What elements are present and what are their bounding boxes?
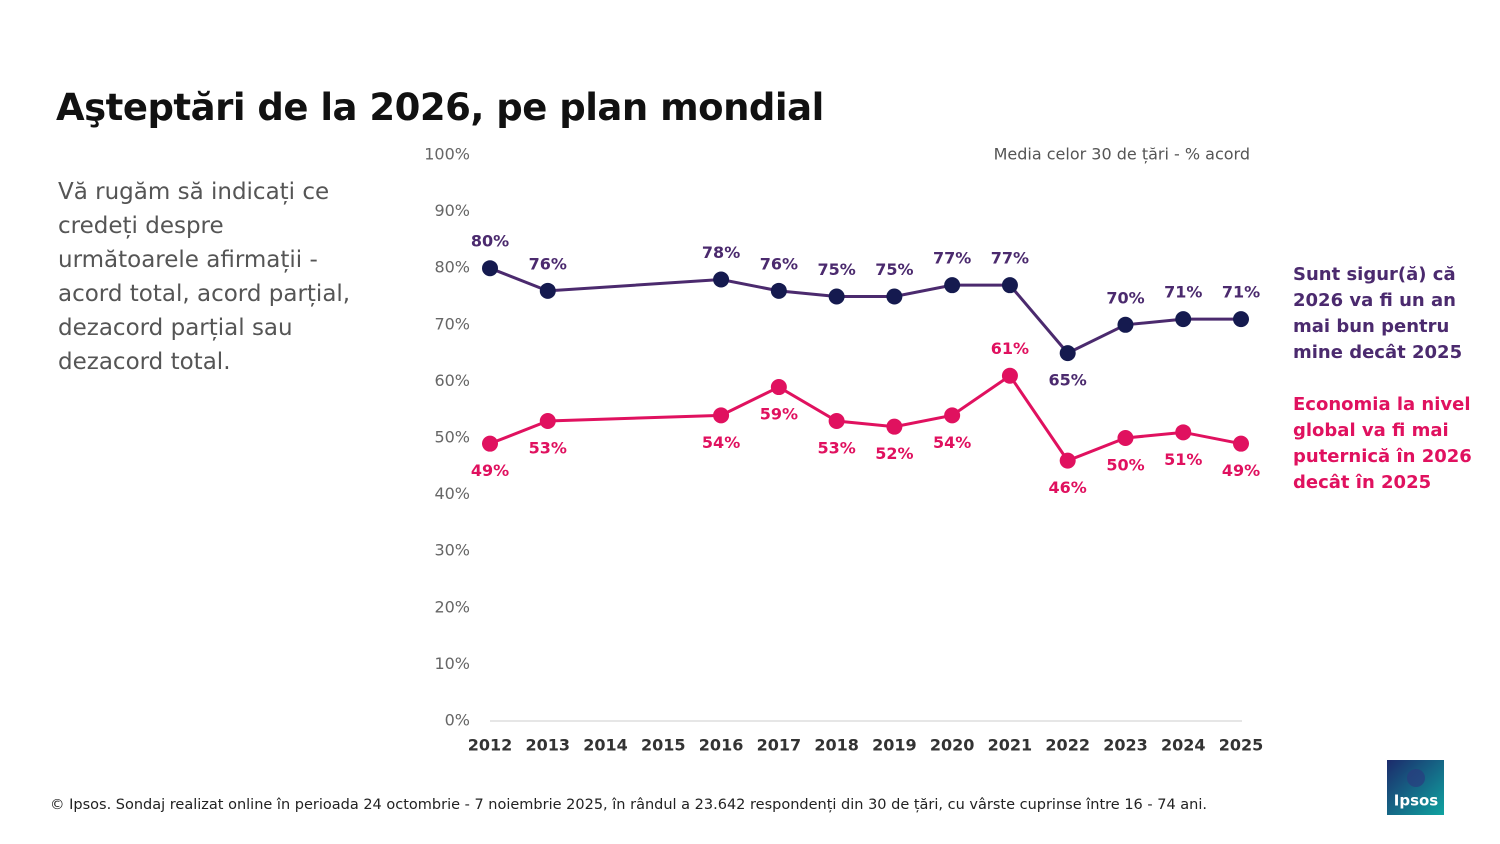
data-label: 71%	[1164, 283, 1202, 302]
marker	[1059, 345, 1076, 362]
marker	[1175, 424, 1192, 441]
x-tick-label: 2012	[468, 736, 513, 755]
marker	[828, 288, 845, 305]
marker	[1001, 367, 1018, 384]
data-label: 52%	[875, 444, 913, 463]
marker	[482, 435, 498, 452]
marker	[539, 413, 556, 430]
y-tick-label: 80%	[434, 258, 470, 277]
marker	[944, 277, 961, 294]
data-label: 50%	[1106, 456, 1144, 475]
marker	[482, 260, 498, 277]
data-label: 76%	[760, 254, 798, 273]
marker	[770, 379, 787, 396]
x-tick-label: 2024	[1161, 736, 1206, 755]
x-tick-label: 2017	[757, 736, 802, 755]
logo-icon	[1407, 769, 1425, 787]
marker	[1117, 430, 1134, 446]
footer: © Ipsos. Sondaj realizat online în perio…	[50, 797, 1207, 813]
data-label: 53%	[817, 439, 855, 458]
marker	[539, 282, 556, 299]
x-tick-label: 2021	[988, 736, 1033, 755]
marker	[944, 407, 961, 424]
data-label: 78%	[702, 243, 740, 262]
x-tick-label: 2018	[814, 736, 859, 755]
y-tick-label: 30%	[434, 541, 470, 560]
data-label: 46%	[1049, 478, 1087, 497]
x-tick-label: 2020	[930, 736, 975, 755]
x-tick-label: 2023	[1103, 736, 1148, 755]
data-label: 51%	[1164, 450, 1202, 469]
marker	[828, 413, 845, 430]
question: Vă rugăm să indicați ce credeți despre u…	[58, 179, 351, 375]
marker	[886, 418, 903, 435]
x-tick-label: 2019	[872, 736, 917, 755]
marker	[770, 282, 787, 299]
data-label: 53%	[529, 439, 567, 458]
data-label: 54%	[702, 433, 740, 452]
data-label: 77%	[933, 249, 971, 268]
y-tick-label: 70%	[434, 314, 470, 333]
x-tick-label: 2014	[583, 736, 628, 755]
marker	[1175, 311, 1192, 328]
marker	[713, 271, 730, 288]
y-tick-label: 40%	[434, 484, 470, 503]
data-label: 76%	[529, 254, 567, 273]
data-label: 77%	[991, 249, 1029, 268]
x-tick-label: 2013	[526, 736, 571, 755]
marker	[1117, 316, 1134, 333]
line	[489, 266, 1241, 355]
x-tick-label: 2016	[699, 736, 744, 755]
y-tick-label: 60%	[434, 371, 470, 390]
y-tick-label: 90%	[434, 201, 470, 220]
data-label: 54%	[933, 433, 971, 452]
x-tick-label: 2025	[1219, 736, 1264, 755]
marker	[1001, 277, 1018, 294]
marker	[1233, 435, 1249, 452]
marker	[1059, 452, 1076, 469]
legend-entry: Sunt sigur(ă) că 2026 va fi un an mai bu…	[1293, 264, 1463, 363]
y-tick-label: 50%	[434, 428, 470, 447]
logo-text: Ipsos	[1394, 792, 1439, 810]
data-label: 59%	[760, 405, 798, 424]
y-tick-label: 0%	[445, 711, 470, 730]
line	[489, 373, 1242, 463]
data-label: 61%	[991, 339, 1029, 358]
data-label: 75%	[875, 260, 913, 279]
data-label: 75%	[817, 260, 855, 279]
x-tick-label: 2015	[641, 736, 686, 755]
data-label: 49%	[471, 461, 509, 480]
y-tick-label: 20%	[434, 597, 470, 616]
x-tick-label: 2022	[1045, 736, 1090, 755]
title: Aşteptări de la 2026, pe plan mondial	[56, 86, 824, 129]
marker	[713, 407, 730, 424]
legend-entry: Economia la nivel global va fi mai puter…	[1293, 394, 1472, 493]
y-tick-label: 10%	[434, 654, 470, 673]
y-tick-label: 100%	[424, 145, 470, 164]
data-label: 65%	[1049, 371, 1087, 390]
data-label: 80%	[471, 232, 509, 251]
data-label: 70%	[1106, 288, 1144, 307]
marker	[1233, 311, 1249, 328]
note: Media celor 30 de țări - % acord	[994, 145, 1250, 164]
marker	[886, 288, 903, 305]
data-label: 49%	[1222, 461, 1260, 480]
data-label: 71%	[1222, 283, 1260, 302]
